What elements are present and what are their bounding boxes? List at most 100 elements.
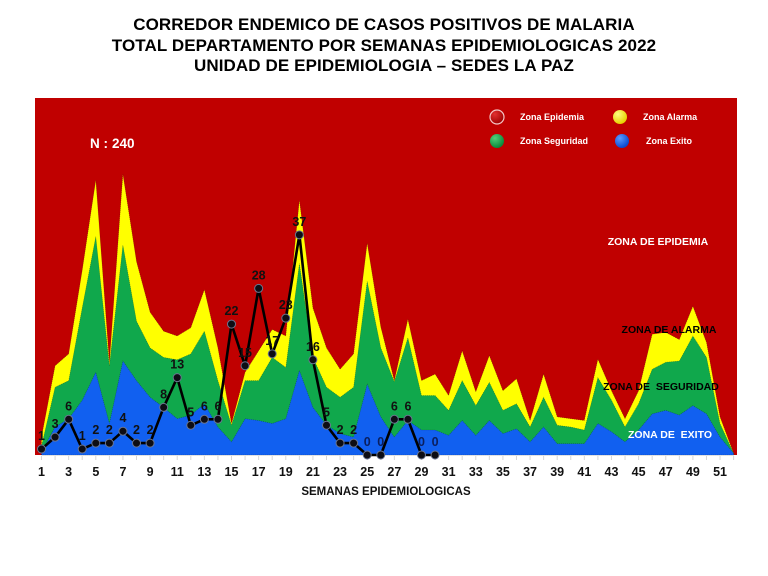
x-tick-label: 39: [550, 465, 564, 479]
case-data-label: 37: [292, 215, 306, 229]
case-data-label: 15: [238, 346, 252, 360]
case-point: [118, 426, 128, 436]
chart-title-line-2: TOTAL DEPARTAMENTO POR SEMANAS EPIDEMIOL…: [111, 35, 657, 55]
case-point: [430, 450, 440, 460]
case-point: [362, 450, 372, 460]
x-tick-label: 51: [713, 465, 727, 479]
legend-item-exito: Zona Exito: [615, 134, 693, 148]
zone-area-zona-exito: [41, 360, 734, 456]
zone-label-exito: ZONA DE EXITO: [628, 429, 712, 441]
x-tick-label: 9: [147, 465, 154, 479]
case-point: [294, 230, 304, 240]
case-data-label: 1: [38, 429, 45, 443]
zone-label-seguridad: ZONA DE SEGURIDAD: [603, 381, 719, 393]
case-data-label: 0: [418, 435, 425, 449]
case-data-label: 2: [92, 423, 99, 437]
legend-item-seguridad: Zona Seguridad: [490, 134, 588, 148]
case-data-label: 1: [79, 429, 86, 443]
x-tick-label: 19: [279, 465, 293, 479]
n-annotation-value: 240: [112, 136, 135, 151]
case-point: [37, 444, 47, 454]
legend-label-seguridad: Zona Seguridad: [520, 136, 588, 146]
case-data-label: 16: [306, 340, 320, 354]
case-data-label: 17: [265, 334, 279, 348]
case-data-label: 0: [364, 435, 371, 449]
legend-swatch-red: [489, 109, 505, 125]
case-point: [91, 438, 101, 448]
legend: Zona Epidemia Zona Alarma Zona Seguridad…: [489, 109, 698, 148]
legend-swatch-blue: [615, 134, 629, 148]
x-tick-label: 7: [119, 465, 126, 479]
case-point: [281, 313, 291, 323]
x-tick-label: 49: [686, 465, 700, 479]
legend-swatch-green: [490, 134, 504, 148]
case-data-label: 2: [147, 423, 154, 437]
legend-label-exito: Zona Exito: [646, 136, 693, 146]
legend-item-alarma: Zona Alarma: [613, 110, 698, 124]
case-data-label: 5: [323, 405, 330, 419]
case-data-label: 6: [65, 399, 72, 413]
case-point: [403, 414, 413, 424]
case-data-label: 6: [214, 399, 221, 413]
case-point: [376, 450, 386, 460]
case-point: [267, 349, 277, 359]
case-data-label: 2: [337, 423, 344, 437]
x-tick-label: 13: [197, 465, 211, 479]
zone-area-zona-seguridad: [41, 236, 734, 456]
case-point: [389, 414, 399, 424]
case-point: [199, 414, 209, 424]
zones-layer: [35, 98, 737, 456]
case-point: [254, 283, 264, 293]
x-axis: 1 3 5 7 9 11 13 15 17 19 21 23 25 27 29 31 33 35 37 39 41 43 4…: [38, 456, 735, 479]
case-data-label: 5: [187, 405, 194, 419]
case-data-label: 6: [201, 399, 208, 413]
x-tick-label: 11: [171, 465, 184, 479]
case-data-label: 3: [52, 417, 59, 431]
x-tick-label: 35: [496, 465, 510, 479]
case-data-label: 2: [106, 423, 113, 437]
x-tick-label: 47: [659, 465, 673, 479]
legend-label-epidemia: Zona Epidemia: [520, 112, 585, 122]
case-data-label: 8: [160, 387, 167, 401]
x-axis-title: SEMANAS EPIDEMIOLOGICAS: [301, 486, 471, 498]
case-data-label: 13: [170, 358, 184, 372]
x-tick-label: 31: [442, 465, 456, 479]
case-point: [240, 361, 250, 371]
zone-label-alarma: ZONA DE ALARMA: [622, 324, 717, 336]
case-data-label: 2: [350, 423, 357, 437]
x-tick-label: 27: [387, 465, 401, 479]
case-data-label: 0: [432, 435, 439, 449]
legend-swatch-yellow: [613, 110, 627, 124]
case-data-label: 6: [391, 399, 398, 413]
case-point: [335, 438, 345, 448]
case-point: [77, 444, 87, 454]
case-point: [186, 420, 196, 430]
x-tick-label: 45: [632, 465, 646, 479]
case-data-label: 4: [119, 411, 126, 425]
case-point: [159, 402, 169, 412]
case-data-label: 6: [404, 399, 411, 413]
x-tick-label: 3: [65, 465, 72, 479]
zone-label-epidemia: ZONA DE EPIDEMIA: [608, 236, 709, 248]
case-point: [172, 373, 182, 383]
x-tick-label: 41: [577, 465, 591, 479]
x-tick-label: 37: [523, 465, 537, 479]
case-point: [227, 319, 237, 329]
x-tick-label: 1: [38, 465, 45, 479]
case-point: [416, 450, 426, 460]
x-tick-label: 43: [605, 465, 619, 479]
chart-title: CORREDOR ENDEMICO DE CASOS POSITIVOS DE …: [0, 15, 768, 77]
x-tick-label: 17: [252, 465, 266, 479]
case-point: [213, 414, 223, 424]
x-tick-label: 25: [360, 465, 374, 479]
case-point: [349, 438, 359, 448]
n-annotation-label: N :: [90, 136, 108, 151]
case-data-label: 2: [133, 423, 140, 437]
case-data-label: 0: [377, 435, 384, 449]
x-tick-label: 5: [92, 465, 99, 479]
x-tick-label: 33: [469, 465, 483, 479]
x-tick-label: 21: [306, 465, 320, 479]
case-point: [132, 438, 142, 448]
